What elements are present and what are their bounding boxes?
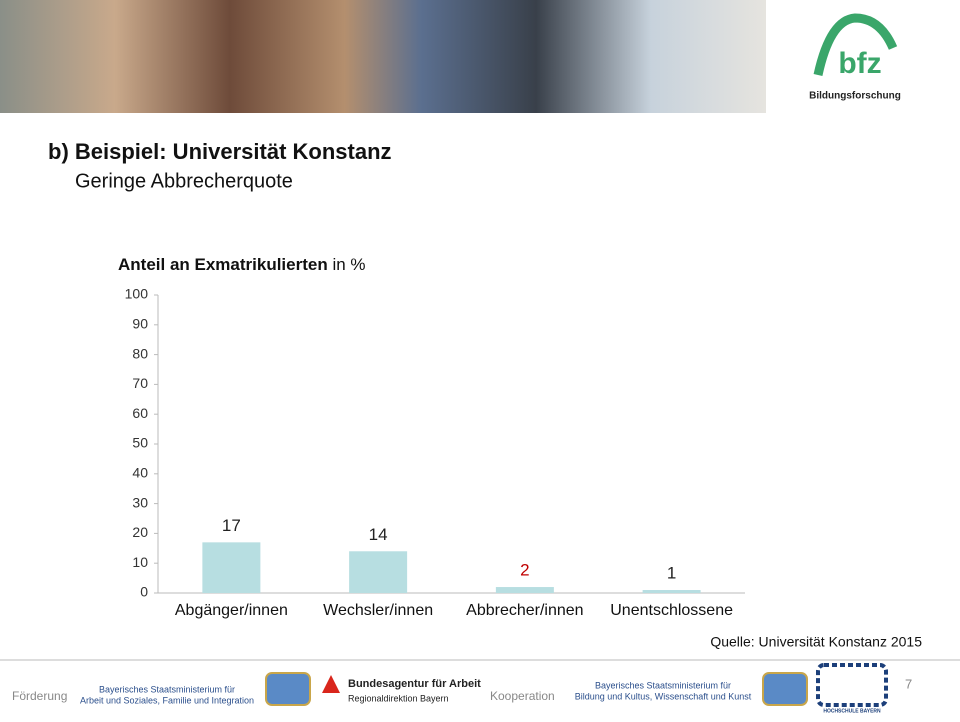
bar bbox=[642, 590, 701, 593]
bar bbox=[202, 542, 261, 593]
slide-subtitle: Geringe Abbrecherquote bbox=[75, 170, 293, 192]
y-tick-label: 40 bbox=[132, 465, 148, 481]
logo-subtitle: Bildungsforschung bbox=[809, 91, 901, 102]
agency-region: Regionaldirektion Bayern bbox=[348, 693, 449, 703]
y-tick-label: 70 bbox=[132, 375, 148, 391]
x-tick-label: Unentschlossene bbox=[610, 602, 733, 619]
ministry-text: Arbeit und Soziales, Familie und Integra… bbox=[80, 695, 254, 705]
logo: bfz bbox=[838, 47, 881, 80]
page-number: 7 bbox=[905, 676, 912, 691]
crest bbox=[762, 672, 808, 706]
x-tick-label: Abbrecher/innen bbox=[466, 602, 583, 619]
value-label: 1 bbox=[667, 564, 676, 583]
value-label: 14 bbox=[369, 525, 388, 544]
y-tick-label: 10 bbox=[132, 554, 148, 570]
value-label: 2 bbox=[520, 561, 529, 580]
chart-title-unit: in % bbox=[332, 255, 365, 274]
funding-label: Förderung bbox=[12, 689, 67, 703]
x-tick-label: Abgänger/innen bbox=[175, 602, 288, 619]
y-tick-label: 30 bbox=[132, 494, 148, 510]
y-tick-label: 20 bbox=[132, 524, 148, 540]
y-tick-label: 0 bbox=[140, 584, 148, 600]
university-logo-frame bbox=[816, 663, 888, 707]
y-tick-label: 90 bbox=[132, 316, 148, 332]
y-tick-label: 50 bbox=[132, 435, 148, 451]
y-tick-label: 100 bbox=[125, 286, 149, 302]
source: Quelle: Universität Konstanz 2015 bbox=[710, 634, 922, 650]
agency-name: Bundesagentur für Arbeit bbox=[348, 678, 481, 690]
agency-logo bbox=[322, 675, 340, 693]
ministry-text: Bayerisches Staatsministerium für bbox=[595, 680, 731, 690]
x-tick-label: Wechsler/innen bbox=[323, 602, 433, 619]
value-label: 17 bbox=[222, 516, 241, 535]
ministry-text: Bildung und Kultus, Wissenschaft und Kun… bbox=[575, 691, 752, 701]
crest bbox=[265, 672, 311, 706]
bar bbox=[349, 551, 408, 593]
header-photos bbox=[0, 0, 766, 113]
ministry-text: Bayerisches Staatsministerium für bbox=[99, 684, 235, 694]
y-tick-label: 80 bbox=[132, 345, 148, 361]
chart-title: Anteil an Exmatrikulierten in % bbox=[118, 255, 366, 274]
y-tick-label: 60 bbox=[132, 405, 148, 421]
cooperation-label: Kooperation bbox=[490, 689, 555, 703]
chart-title-main: Anteil an Exmatrikulierten bbox=[118, 255, 328, 274]
logo-arc bbox=[813, 13, 898, 76]
slide-title: b) Beispiel: Universität Konstanz bbox=[48, 139, 392, 164]
bar bbox=[495, 587, 554, 593]
university-logo: HOCHSCHULE BAYERN bbox=[823, 708, 881, 714]
